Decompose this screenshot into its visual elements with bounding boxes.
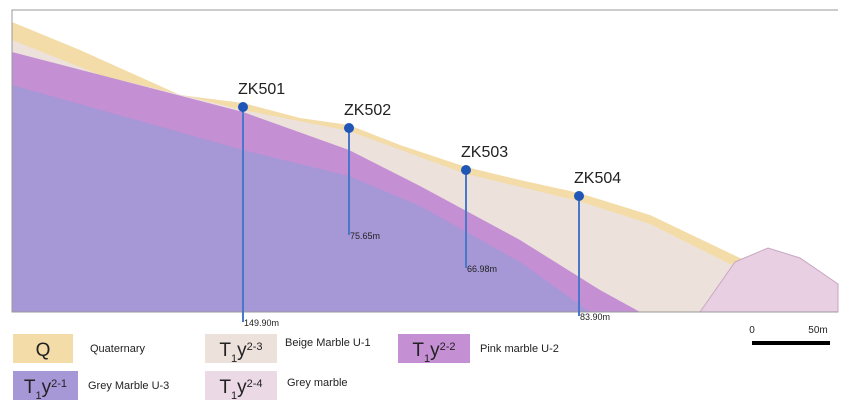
cross-section: ZK501 149.90m ZK502 75.65m ZK503 66.98m ZK504 8…: [0, 0, 851, 410]
borehole-label: ZK501: [238, 81, 285, 98]
legend-label: Grey marble: [287, 377, 348, 389]
scale-start: 0: [749, 325, 755, 336]
symbol-part: y: [237, 377, 247, 398]
legend-label: Grey Marble U-3: [88, 380, 169, 392]
borehole-head: [238, 102, 248, 112]
borehole-depth: 66.98m: [467, 264, 497, 274]
symbol-part: 2-2: [440, 341, 456, 353]
symbol-part: 2-3: [247, 341, 263, 353]
legend-label: Quaternary: [90, 343, 146, 355]
borehole-depth: 149.90m: [244, 318, 279, 328]
symbol-part: 2-1: [51, 378, 67, 390]
borehole-depth: 75.65m: [350, 231, 380, 241]
legend-symbol: Q: [36, 340, 51, 361]
symbol-part: T: [24, 377, 36, 398]
symbol-part: T: [412, 340, 424, 361]
symbol-part: y: [430, 340, 440, 361]
borehole-label: ZK502: [344, 102, 391, 119]
borehole-head: [344, 123, 354, 133]
symbol-part: T: [219, 377, 231, 398]
borehole-head: [461, 165, 471, 175]
borehole-depth: 83.90m: [580, 312, 610, 322]
symbol-part: Q: [36, 340, 51, 361]
legend-label: Beige Marble U-1: [285, 337, 371, 349]
symbol-part: y: [42, 377, 52, 398]
borehole-label: ZK503: [461, 144, 508, 161]
symbol-part: T: [219, 340, 231, 361]
symbol-part: y: [237, 340, 247, 361]
scale-end: 50m: [808, 325, 827, 336]
borehole-head: [574, 191, 584, 201]
symbol-part: 2-4: [247, 378, 263, 390]
borehole-label: ZK504: [574, 170, 621, 187]
legend-label: Pink marble U-2: [480, 343, 559, 355]
